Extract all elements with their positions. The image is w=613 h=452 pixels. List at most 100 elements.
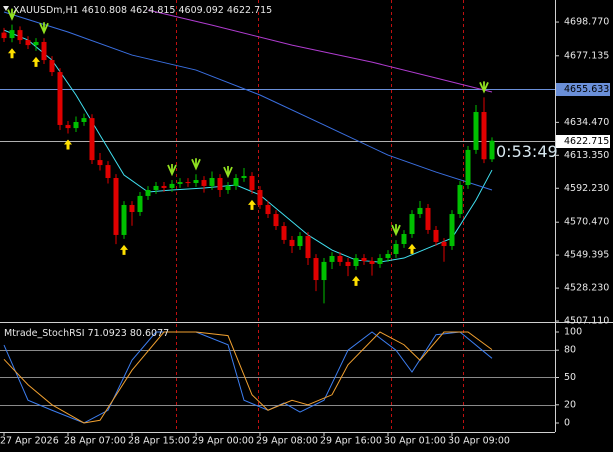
candle-body <box>441 241 447 247</box>
y-tick-label: 4507.110 <box>564 316 609 327</box>
candle-body <box>329 256 335 262</box>
candle-body <box>433 229 439 242</box>
y-tick-label: 4634.470 <box>564 117 609 128</box>
indicator-value: 80.6077 <box>130 328 169 339</box>
x-tick-label: 28 Apr 07:00 <box>64 436 126 447</box>
candle-body <box>417 207 423 215</box>
y-tick-label: 80 <box>564 345 576 356</box>
y-tick-label: 4677.135 <box>564 50 609 61</box>
symbol: XAUUSDm,H1 <box>13 5 79 16</box>
candle-body <box>33 41 39 46</box>
candle-body <box>489 140 495 160</box>
price-level-label: 4655.633 <box>564 84 609 95</box>
sell-arrow <box>479 81 489 94</box>
candle-body <box>297 236 303 247</box>
candle-body <box>233 178 239 186</box>
y-tick-label: 0 <box>564 417 570 428</box>
candle-body <box>353 258 359 266</box>
y-tick-label: 50 <box>564 372 576 383</box>
candle-body <box>401 234 407 244</box>
sell-arrow <box>167 164 177 177</box>
candle-body <box>49 60 55 73</box>
bar-low: 4609.092 <box>179 5 224 16</box>
buy-arrow <box>8 48 16 59</box>
y-tick-label: 4528.230 <box>564 283 609 294</box>
candle-body <box>345 261 351 266</box>
candle-body <box>273 214 279 227</box>
candle-body <box>321 261 327 281</box>
price-level-box <box>556 83 610 96</box>
indicator-line <box>3 331 493 424</box>
candle-body <box>241 175 247 179</box>
candle-body <box>385 253 391 259</box>
candle-body <box>129 204 135 213</box>
candle-body <box>337 256 343 262</box>
bar-timer: 0:53:49 <box>496 142 558 161</box>
candle-body <box>169 183 175 188</box>
x-tick-label: 28 Apr 15:00 <box>128 436 190 447</box>
candle-body <box>25 40 31 46</box>
candle-body <box>409 214 415 235</box>
buy-arrow <box>408 243 416 254</box>
candle-body <box>377 258 383 264</box>
sell-arrow <box>7 8 17 21</box>
bar-close: 4622.715 <box>227 5 272 16</box>
moving-average <box>3 11 493 191</box>
candle-body <box>1 32 7 39</box>
candle-body <box>217 178 223 191</box>
candle-body <box>473 112 479 150</box>
candle-body <box>105 165 111 179</box>
candle-body <box>41 41 47 61</box>
x-tick-label: 29 Apr 00:00 <box>192 436 254 447</box>
candle-body <box>457 185 463 215</box>
candle-body <box>425 207 431 230</box>
buy-arrow <box>120 244 128 255</box>
indicator-value: 71.0923 <box>88 328 127 339</box>
sell-arrow <box>223 166 233 179</box>
candle-body <box>361 258 367 262</box>
candle-body <box>209 178 215 186</box>
candle-body <box>145 190 151 196</box>
candle-body <box>249 175 255 191</box>
current-price-box <box>556 135 610 148</box>
x-tick-label: 30 Apr 01:00 <box>384 436 446 447</box>
candle-body <box>113 178 119 235</box>
symbol-icon <box>3 6 9 11</box>
sell-arrow <box>39 22 49 35</box>
sell-arrow <box>191 158 201 171</box>
candle-body <box>265 204 271 215</box>
candle-body <box>465 149 471 186</box>
candle-body <box>89 118 95 161</box>
y-tick-label: 4592.230 <box>564 183 609 194</box>
indicator-name: Mtrade_StochRSI <box>4 328 85 339</box>
candle-body <box>57 72 63 125</box>
y-tick-label: 4570.470 <box>564 217 609 228</box>
candle-body <box>17 30 23 41</box>
plot-layer: 0:53:49 <box>0 0 558 432</box>
buy-arrow <box>352 275 360 286</box>
indicator-title: Mtrade_StochRSI 71.0923 80.6077 <box>4 328 169 339</box>
candle-body <box>97 160 103 166</box>
candle-body <box>193 180 199 183</box>
y-tick-label: 4698.770 <box>564 17 609 28</box>
x-tick-label: 27 Apr 2026 <box>0 436 59 447</box>
candle-body <box>313 258 319 281</box>
y-tick-label: 4613.350 <box>564 150 609 161</box>
candle-body <box>73 121 79 129</box>
candle-body <box>305 236 311 259</box>
current-price-label: 4622.715 <box>564 136 609 147</box>
candle-body <box>81 118 87 122</box>
candle-body <box>9 30 15 39</box>
candle-body <box>369 261 375 264</box>
candle-body <box>225 185 231 191</box>
x-tick-label: 30 Apr 09:00 <box>448 436 510 447</box>
candle-body <box>201 180 207 186</box>
buy-arrow <box>64 139 72 150</box>
x-tick-label: 29 Apr 16:00 <box>320 436 382 447</box>
y-tick-label: 100 <box>564 327 582 338</box>
header: XAUUSDm,H1 4610.808 4624.815 4609.092 46… <box>13 5 272 16</box>
moving-average <box>147 9 493 93</box>
